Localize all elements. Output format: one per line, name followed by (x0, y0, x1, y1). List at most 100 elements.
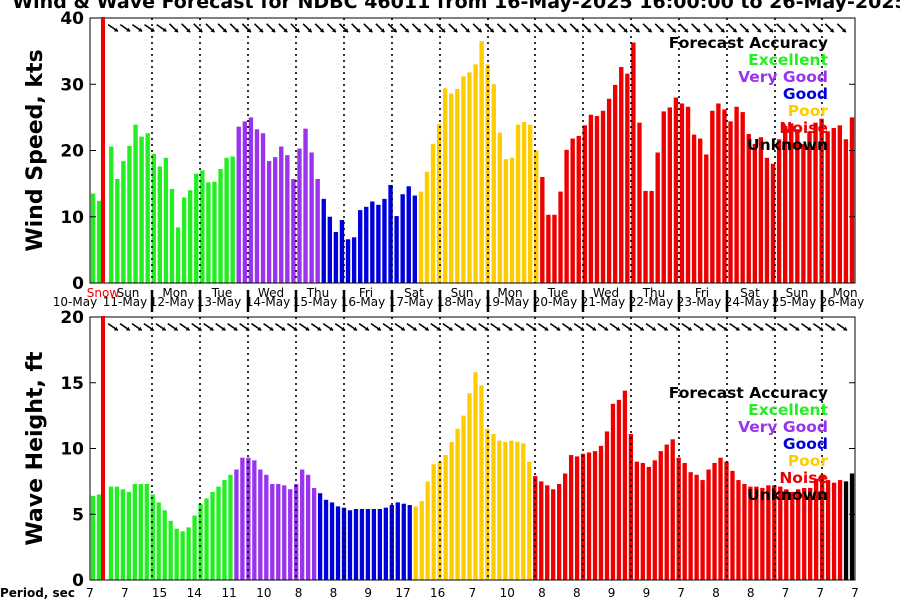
bar (546, 214, 551, 283)
direction-arrow (263, 322, 274, 332)
day-of-week-label: Wed (258, 286, 284, 300)
direction-arrow (394, 322, 406, 332)
arrow-head (562, 28, 567, 33)
y-tick-label: 20 (60, 142, 84, 162)
arrow-head (344, 28, 348, 33)
bar (837, 480, 843, 580)
bar (622, 390, 628, 580)
arrow-head (732, 28, 737, 33)
direction-arrow (156, 23, 167, 33)
arrow-head (783, 326, 788, 331)
bar (754, 486, 759, 580)
arrow-head (723, 326, 728, 331)
bar (616, 399, 622, 580)
direction-arrow (363, 23, 373, 33)
legend-item: Poor (788, 452, 829, 470)
bar (234, 469, 239, 580)
bar (558, 191, 563, 283)
direction-arrow (406, 322, 418, 332)
direction-arrow (119, 322, 131, 332)
bar (813, 122, 818, 284)
direction-arrow (561, 322, 573, 332)
arrow-head (671, 28, 676, 33)
arrow-head (829, 28, 834, 33)
date-label: 21-May (581, 295, 625, 309)
direction-arrow (466, 322, 477, 332)
direction-arrow (322, 322, 334, 332)
bar (485, 64, 490, 284)
bar (722, 109, 727, 283)
date-label: 10-May (53, 295, 97, 309)
bar (716, 103, 721, 284)
bar (718, 457, 723, 580)
legend-item: Unknown (747, 136, 828, 154)
bar (359, 508, 365, 580)
bar (831, 482, 837, 580)
arrow-head (781, 28, 786, 33)
arrow-head (453, 28, 458, 33)
arrow-head (532, 326, 537, 331)
bar (224, 157, 229, 283)
period-value: 9 (643, 586, 651, 600)
bar (582, 125, 588, 283)
arrow-head (404, 28, 409, 33)
direction-arrow (776, 23, 786, 33)
arrow-head (611, 28, 616, 33)
direction-arrow (630, 23, 640, 33)
arrow-head (412, 326, 417, 331)
period-value: 7 (816, 586, 824, 600)
bar (443, 455, 448, 580)
direction-arrow (824, 23, 835, 33)
y-axis-label: Wave Height, ft (23, 351, 48, 546)
bar (181, 197, 187, 283)
arrow-head (319, 28, 324, 33)
period-value: 17 (395, 586, 410, 600)
bar (467, 72, 472, 283)
wind-panel: 0 10 20 30 40 Wind Speed, kts Forecast Accurac… (23, 9, 856, 294)
bar (210, 491, 215, 580)
bar (710, 110, 715, 283)
direction-arrow (191, 322, 203, 332)
bar (200, 170, 205, 284)
bar (90, 495, 96, 580)
legend-item: Very Good (738, 418, 828, 436)
bar (335, 506, 341, 580)
arrow-head (556, 326, 561, 331)
bar (180, 531, 185, 580)
direction-arrow (788, 322, 800, 332)
bar (610, 403, 616, 580)
direction-arrow (278, 23, 288, 33)
bar (388, 184, 393, 283)
direction-arrow (729, 322, 740, 332)
direction-arrow (241, 23, 252, 33)
direction-arrow (215, 322, 226, 332)
bar (752, 143, 758, 284)
direction-arrow (739, 23, 750, 33)
bar (194, 173, 199, 283)
bar (242, 121, 248, 283)
period-value: 8 (538, 586, 546, 600)
legend-item: Very Good (738, 68, 828, 86)
direction-arrow (338, 23, 349, 33)
arrow-head (259, 28, 263, 33)
bar (455, 88, 460, 283)
date-label: 12-May (150, 295, 194, 309)
direction-arrow (691, 23, 701, 33)
bar (670, 439, 675, 580)
bar (418, 191, 424, 283)
arrow-head (416, 28, 421, 33)
bar (491, 434, 496, 580)
arrow-head (257, 326, 262, 331)
direction-arrow (423, 23, 434, 33)
period-value: 10 (256, 586, 271, 600)
direction-arrow (229, 23, 240, 33)
arrow-head (477, 28, 482, 33)
direction-arrow (836, 23, 847, 33)
date-label: 20-May (533, 295, 577, 309)
arrow-head (526, 28, 531, 33)
direction-arrow (537, 322, 549, 332)
direction-arrow (334, 322, 346, 332)
bar (276, 484, 281, 580)
period-value: 7 (851, 586, 859, 600)
day-labels: Snow10-MaySun11-MayMon12-MayTue13-MayWed… (53, 286, 864, 312)
